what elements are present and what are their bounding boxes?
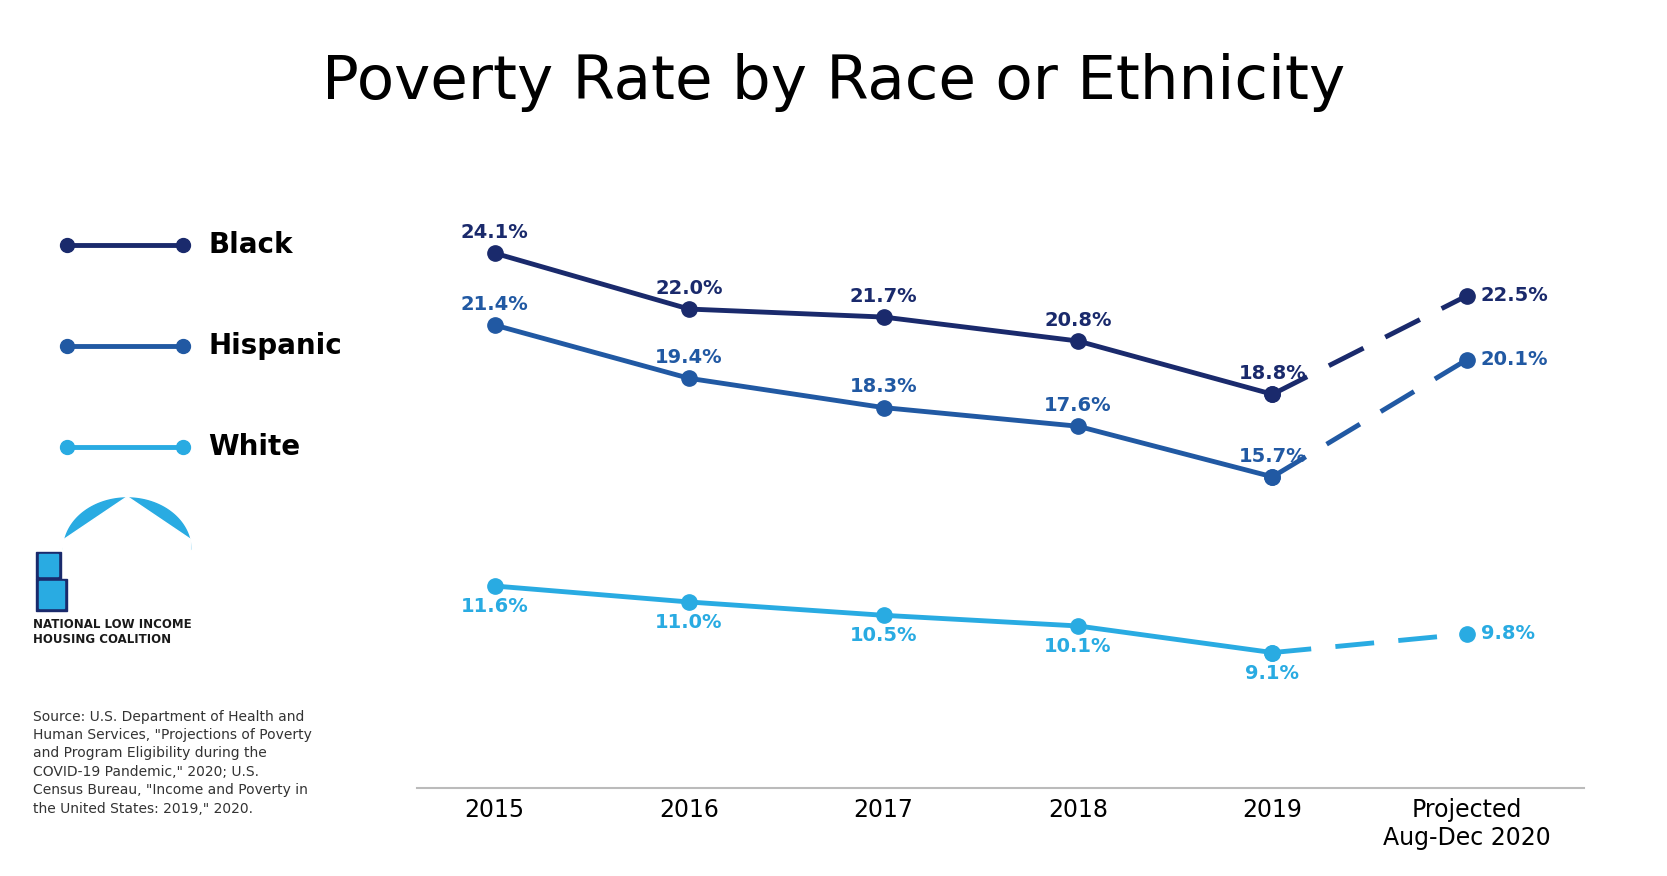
Text: 20.8%: 20.8% xyxy=(1044,311,1112,330)
Text: 21.7%: 21.7% xyxy=(850,287,917,306)
Text: 15.7%: 15.7% xyxy=(1239,447,1307,466)
Text: 10.1%: 10.1% xyxy=(1044,637,1112,656)
Polygon shape xyxy=(40,582,63,608)
Polygon shape xyxy=(63,497,192,601)
Text: NATIONAL LOW INCOME
HOUSING COALITION: NATIONAL LOW INCOME HOUSING COALITION xyxy=(33,618,192,646)
Text: 18.3%: 18.3% xyxy=(850,378,917,397)
Text: 20.1%: 20.1% xyxy=(1480,350,1549,369)
Text: 11.0%: 11.0% xyxy=(655,613,723,632)
Text: 24.1%: 24.1% xyxy=(460,223,528,242)
Text: 22.5%: 22.5% xyxy=(1480,286,1549,305)
Text: 19.4%: 19.4% xyxy=(655,348,723,367)
Text: 9.8%: 9.8% xyxy=(1480,625,1535,644)
Text: Poverty Rate by Race or Ethnicity: Poverty Rate by Race or Ethnicity xyxy=(322,53,1345,111)
Polygon shape xyxy=(63,498,192,549)
Text: 21.4%: 21.4% xyxy=(460,295,528,314)
Polygon shape xyxy=(37,579,67,611)
Text: Hispanic: Hispanic xyxy=(208,332,342,360)
Text: 9.1%: 9.1% xyxy=(1245,664,1300,682)
Text: 11.6%: 11.6% xyxy=(460,597,528,616)
Polygon shape xyxy=(37,552,60,579)
Text: 18.8%: 18.8% xyxy=(1239,364,1307,383)
Polygon shape xyxy=(40,555,58,576)
Text: Source: U.S. Department of Health and
Human Services, "Projections of Poverty
an: Source: U.S. Department of Health and Hu… xyxy=(33,710,312,816)
Text: White: White xyxy=(208,433,300,461)
Text: 10.5%: 10.5% xyxy=(850,626,917,646)
Text: Black: Black xyxy=(208,231,293,259)
Text: 17.6%: 17.6% xyxy=(1044,396,1112,415)
Text: 22.0%: 22.0% xyxy=(655,279,723,298)
